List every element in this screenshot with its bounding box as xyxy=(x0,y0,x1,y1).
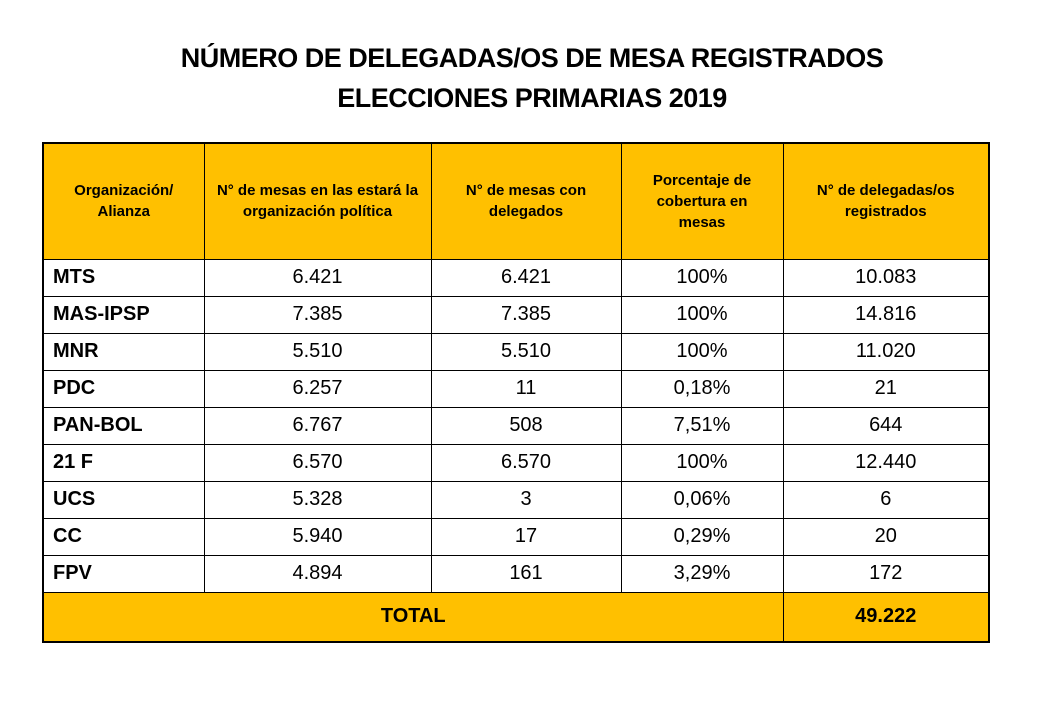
porcentaje-cell: 100% xyxy=(620,295,784,334)
table-row: CC 5.940 17 0,29% 20 xyxy=(42,517,990,556)
table-row: PDC 6.257 11 0,18% 21 xyxy=(42,369,990,408)
registrados-cell: 14.816 xyxy=(782,295,990,334)
total-row: TOTAL 49.222 xyxy=(42,591,990,643)
org-cell: PDC xyxy=(42,369,205,408)
table-row: UCS 5.328 3 0,06% 6 xyxy=(42,480,990,519)
porcentaje-cell: 0,29% xyxy=(620,517,784,556)
col-header-mesas-organizacion: N° de mesas en las estará la organizació… xyxy=(203,142,432,260)
porcentaje-cell: 7,51% xyxy=(620,406,784,445)
table-row: FPV 4.894 161 3,29% 172 xyxy=(42,554,990,593)
registrados-cell: 6 xyxy=(782,480,990,519)
registrados-cell: 172 xyxy=(782,554,990,593)
mesas-delegados-cell: 3 xyxy=(430,480,622,519)
mesas-delegados-cell: 508 xyxy=(430,406,622,445)
org-cell: MTS xyxy=(42,258,205,297)
porcentaje-cell: 100% xyxy=(620,443,784,482)
mesas-cell: 6.570 xyxy=(203,443,432,482)
mesas-cell: 6.257 xyxy=(203,369,432,408)
page-title: NÚMERO DE DELEGADAS/OS DE MESA REGISTRAD… xyxy=(0,38,1064,118)
registrados-cell: 11.020 xyxy=(782,332,990,371)
col-header-delegados-registrados: N° de delegadas/os registrados xyxy=(782,142,990,260)
col-header-mesas-con-delegados: N° de mesas con delegados xyxy=(430,142,622,260)
mesas-cell: 5.510 xyxy=(203,332,432,371)
total-value: 49.222 xyxy=(782,591,990,643)
registrados-cell: 12.440 xyxy=(782,443,990,482)
mesas-delegados-cell: 7.385 xyxy=(430,295,622,334)
org-cell: FPV xyxy=(42,554,205,593)
mesas-cell: 6.767 xyxy=(203,406,432,445)
table-row: PAN-BOL 6.767 508 7,51% 644 xyxy=(42,406,990,445)
mesas-delegados-cell: 6.421 xyxy=(430,258,622,297)
mesas-delegados-cell: 6.570 xyxy=(430,443,622,482)
porcentaje-cell: 100% xyxy=(620,258,784,297)
table-footer: TOTAL 49.222 xyxy=(42,591,990,643)
porcentaje-cell: 100% xyxy=(620,332,784,371)
total-label: TOTAL xyxy=(42,591,784,643)
porcentaje-cell: 0,18% xyxy=(620,369,784,408)
org-cell: MAS-IPSP xyxy=(42,295,205,334)
org-cell: CC xyxy=(42,517,205,556)
title-line-1: NÚMERO DE DELEGADAS/OS DE MESA REGISTRAD… xyxy=(180,43,884,73)
table-row: 21 F 6.570 6.570 100% 12.440 xyxy=(42,443,990,482)
col-header-organizacion-alianza: Organización/ Alianza xyxy=(42,142,205,260)
table-row: MAS-IPSP 7.385 7.385 100% 14.816 xyxy=(42,295,990,334)
org-cell: UCS xyxy=(42,480,205,519)
table-header: Organización/ Alianza N° de mesas en las… xyxy=(42,142,990,260)
mesas-delegados-cell: 5.510 xyxy=(430,332,622,371)
mesas-cell: 7.385 xyxy=(203,295,432,334)
mesas-cell: 6.421 xyxy=(203,258,432,297)
col-header-porcentaje-cobertura: Porcentaje de cobertura en mesas xyxy=(620,142,784,260)
table-row: MNR 5.510 5.510 100% 11.020 xyxy=(42,332,990,371)
mesas-cell: 5.940 xyxy=(203,517,432,556)
mesas-delegados-cell: 17 xyxy=(430,517,622,556)
title-line-2: ELECCIONES PRIMARIAS 2019 xyxy=(337,83,727,113)
mesas-cell: 4.894 xyxy=(203,554,432,593)
registrados-cell: 20 xyxy=(782,517,990,556)
org-cell: PAN-BOL xyxy=(42,406,205,445)
porcentaje-cell: 0,06% xyxy=(620,480,784,519)
porcentaje-cell: 3,29% xyxy=(620,554,784,593)
mesas-delegados-cell: 11 xyxy=(430,369,622,408)
mesas-delegados-cell: 161 xyxy=(430,554,622,593)
table-body: MTS 6.421 6.421 100% 10.083 MAS-IPSP 7.3… xyxy=(42,258,990,593)
table-row: MTS 6.421 6.421 100% 10.083 xyxy=(42,258,990,297)
registrados-cell: 10.083 xyxy=(782,258,990,297)
registrados-cell: 21 xyxy=(782,369,990,408)
org-cell: 21 F xyxy=(42,443,205,482)
delegates-table: Organización/ Alianza N° de mesas en las… xyxy=(42,142,990,643)
registrados-cell: 644 xyxy=(782,406,990,445)
header-row: Organización/ Alianza N° de mesas en las… xyxy=(42,142,990,260)
mesas-cell: 5.328 xyxy=(203,480,432,519)
org-cell: MNR xyxy=(42,332,205,371)
